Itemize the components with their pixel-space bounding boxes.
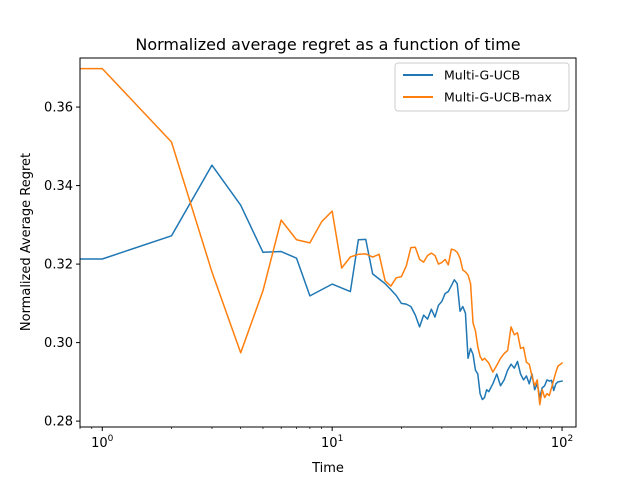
legend: Multi-G-UCB Multi-G-UCB-max bbox=[395, 63, 569, 111]
y-tick-label: 0.34 bbox=[44, 179, 73, 194]
y-tick-label: 0.30 bbox=[44, 336, 73, 351]
legend-label-multi-g-ucb-max: Multi-G-UCB-max bbox=[444, 90, 552, 105]
y-tick-label: 0.36 bbox=[44, 101, 73, 116]
y-tick-label: 0.32 bbox=[44, 258, 73, 273]
y-axis-label: Normalized Average Regret bbox=[19, 153, 34, 331]
x-axis-label: Time bbox=[311, 461, 344, 476]
y-tick-label: 0.28 bbox=[44, 415, 73, 430]
legend-label-multi-g-ucb: Multi-G-UCB bbox=[444, 68, 520, 83]
chart-title: Normalized average regret as a function … bbox=[135, 35, 520, 54]
